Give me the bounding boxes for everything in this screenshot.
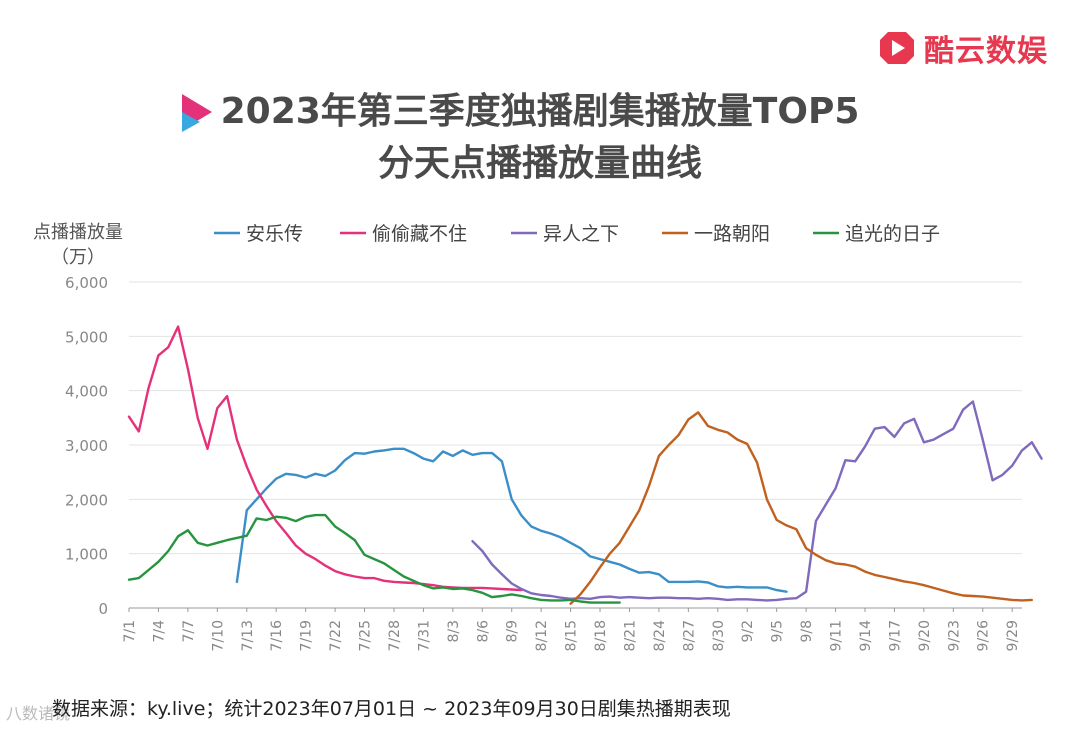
y-tick-label: 3,000 <box>65 437 108 455</box>
x-tick-label: 8/24 <box>652 620 668 652</box>
y-tick-label: 0 <box>98 600 108 618</box>
series-line-1 <box>235 447 788 593</box>
legend-label: 安乐传 <box>246 223 303 245</box>
watermark: 八数诸镜 <box>6 704 71 723</box>
brand-name: 酷云数娱 <box>924 34 1048 69</box>
x-tick-label: 9/14 <box>858 620 874 652</box>
x-tick-label: 9/11 <box>829 620 845 651</box>
x-tick-label: 7/4 <box>151 620 167 643</box>
x-tick-label: 9/23 <box>946 620 962 651</box>
x-tick-label: 8/6 <box>475 620 491 643</box>
legend-label: 一路朝阳 <box>694 223 770 245</box>
x-tick-label: 9/20 <box>917 620 933 651</box>
x-tick-label: 9/29 <box>1005 620 1021 651</box>
x-tick-label: 7/16 <box>269 620 285 652</box>
x-tick-label: 7/7 <box>181 620 197 643</box>
play-logo-icon <box>880 32 914 64</box>
x-tick-label: 7/10 <box>210 620 226 651</box>
x-tick-label: 8/12 <box>534 620 550 651</box>
y-tick-label: 5,000 <box>65 328 108 346</box>
x-tick-label: 7/28 <box>387 620 403 651</box>
x-tick-label: 7/22 <box>328 620 344 651</box>
series-line-2 <box>127 325 523 592</box>
y-tick-label: 1,000 <box>65 546 108 564</box>
x-tick-label: 7/25 <box>358 620 374 651</box>
brand: 酷云数娱 <box>878 26 1048 70</box>
x-tick-label: 8/9 <box>505 620 521 643</box>
legend-label: 偷偷藏不住 <box>372 223 467 245</box>
title-line-2: 分天点播播放量曲线 <box>377 143 702 184</box>
x-tick-label: 9/5 <box>770 620 786 643</box>
chart-title: 2023年第三季度独播剧集播放量TOP5 分天点播播放量曲线 <box>0 86 1080 190</box>
x-tick-label: 7/19 <box>299 620 315 651</box>
series-line-5 <box>127 513 621 604</box>
series-line-3 <box>471 400 1043 602</box>
x-tick-label: 8/18 <box>593 620 609 651</box>
x-tick-label: 9/17 <box>887 620 903 651</box>
x-tick-label: 9/26 <box>976 620 992 652</box>
x-tick-label: 8/21 <box>622 620 638 651</box>
y-tick-label: 2,000 <box>65 491 108 509</box>
x-tick-label: 8/15 <box>564 620 580 651</box>
y-axis-label: 点播播放量 <box>33 222 123 243</box>
y-axis-unit: （万） <box>51 247 105 268</box>
y-tick-label: 4,000 <box>65 383 108 401</box>
legend-label: 异人之下 <box>543 223 619 245</box>
x-tick-label: 8/30 <box>711 620 727 651</box>
x-tick-label: 7/1 <box>122 620 138 643</box>
x-tick-label: 8/27 <box>681 620 697 651</box>
title-play-icon <box>182 94 212 132</box>
x-tick-label: 7/31 <box>416 620 432 651</box>
x-tick-label: 9/8 <box>799 620 815 643</box>
x-tick-label: 9/2 <box>740 620 756 643</box>
source-note: 数据来源：ky.live；统计2023年07月01日 ~ 2023年09月30日… <box>52 698 731 720</box>
legend-label: 追光的日子 <box>845 223 940 245</box>
series-line-4 <box>569 411 1034 605</box>
title-line-1: 2023年第三季度独播剧集播放量TOP5 <box>220 91 860 132</box>
x-tick-label: 7/13 <box>240 620 256 651</box>
y-tick-label: 6,000 <box>65 274 108 292</box>
x-tick-label: 8/3 <box>446 620 462 643</box>
